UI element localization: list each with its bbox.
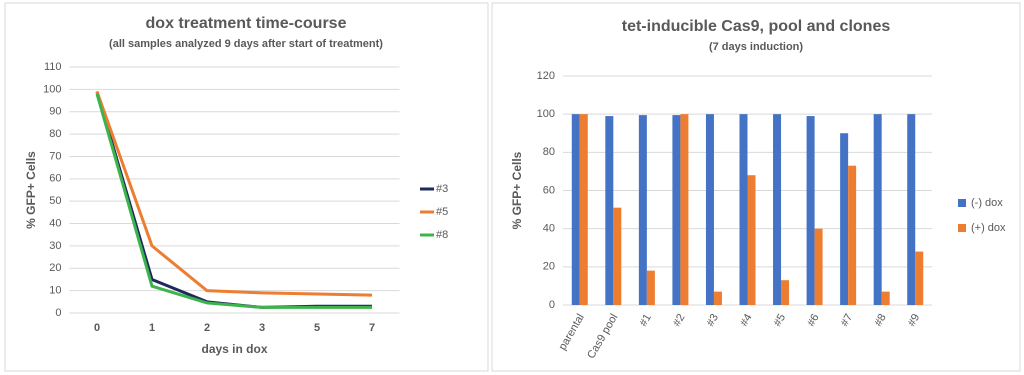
bar <box>739 114 748 306</box>
y-tick-label: 50 <box>49 195 61 207</box>
line <box>95 91 373 297</box>
bar <box>773 114 782 306</box>
bar <box>881 291 890 305</box>
x-axis-label: days in dox <box>201 342 267 356</box>
bar <box>814 228 823 305</box>
legend-label: #5 <box>436 206 448 218</box>
legend-swatch <box>958 199 966 207</box>
bar <box>638 115 647 305</box>
panel <box>4 2 489 372</box>
bar <box>571 114 580 306</box>
y-tick-label: 100 <box>537 108 555 120</box>
bar <box>747 175 756 305</box>
x-tick-label: #6 <box>805 312 822 329</box>
bar <box>705 114 714 306</box>
bar <box>680 114 689 306</box>
legend-swatch <box>958 224 966 232</box>
x-tick-label: 5 <box>314 322 320 334</box>
y-tick-label: 60 <box>543 184 555 196</box>
x-tick-label: #9 <box>906 312 923 329</box>
x-tick-label: #3 <box>705 312 722 329</box>
chart-subtitle: (7 days induction) <box>709 41 803 53</box>
y-tick-label: 0 <box>549 299 555 311</box>
x-tick-label: 3 <box>259 322 265 334</box>
y-tick-label: 0 <box>55 307 61 319</box>
y-tick-label: 80 <box>543 146 555 158</box>
y-tick-label: 60 <box>49 173 61 185</box>
legend-label: #3 <box>436 183 448 195</box>
bar <box>840 133 849 305</box>
x-tick-label: #2 <box>671 312 688 329</box>
y-tick-label: 20 <box>49 262 61 274</box>
bar <box>613 207 622 305</box>
chart-title: tet-inducible Cas9, pool and clones <box>622 18 891 35</box>
bar <box>579 114 588 306</box>
legend-label: #8 <box>436 229 448 241</box>
bar <box>672 115 681 305</box>
bar <box>713 291 722 305</box>
x-tick-label: #4 <box>738 312 755 329</box>
bar <box>848 165 857 305</box>
bar <box>915 251 924 305</box>
panel <box>491 2 1021 372</box>
bar <box>646 270 655 305</box>
x-tick-label: 0 <box>94 322 100 334</box>
y-tick-label: 30 <box>49 240 61 252</box>
x-tick-label: #8 <box>872 312 889 329</box>
bar <box>873 114 882 306</box>
x-tick-label: #7 <box>839 312 856 329</box>
x-tick-label: #5 <box>772 312 789 329</box>
x-tick-label: 7 <box>369 322 375 334</box>
legend-label: (-) dox <box>971 197 1003 209</box>
y-tick-label: 120 <box>537 70 555 82</box>
y-tick-label: 90 <box>49 106 61 118</box>
y-tick-label: 70 <box>49 150 61 162</box>
chart-title: dox treatment time-course <box>146 15 347 32</box>
bar <box>907 114 916 306</box>
bar <box>605 116 614 305</box>
x-tick-label: 2 <box>204 322 210 334</box>
y-axis-label: % GFP+ Cells <box>24 151 38 229</box>
bar <box>781 280 790 305</box>
y-tick-label: 110 <box>44 61 62 73</box>
bar <box>806 116 815 305</box>
x-tick-label: 1 <box>149 322 155 334</box>
chart-subtitle: (all samples analyzed 9 days after start… <box>109 38 383 50</box>
y-tick-label: 10 <box>49 285 61 297</box>
x-tick-label: #1 <box>637 312 654 329</box>
y-tick-label: 100 <box>43 83 61 95</box>
y-tick-label: 20 <box>543 261 555 273</box>
y-tick-label: 80 <box>49 128 61 140</box>
y-axis-label: % GFP+ Cells <box>510 151 524 229</box>
y-tick-label: 40 <box>49 217 61 229</box>
y-tick-label: 40 <box>543 223 555 235</box>
legend-label: (+) dox <box>971 222 1006 234</box>
line <box>95 93 372 309</box>
